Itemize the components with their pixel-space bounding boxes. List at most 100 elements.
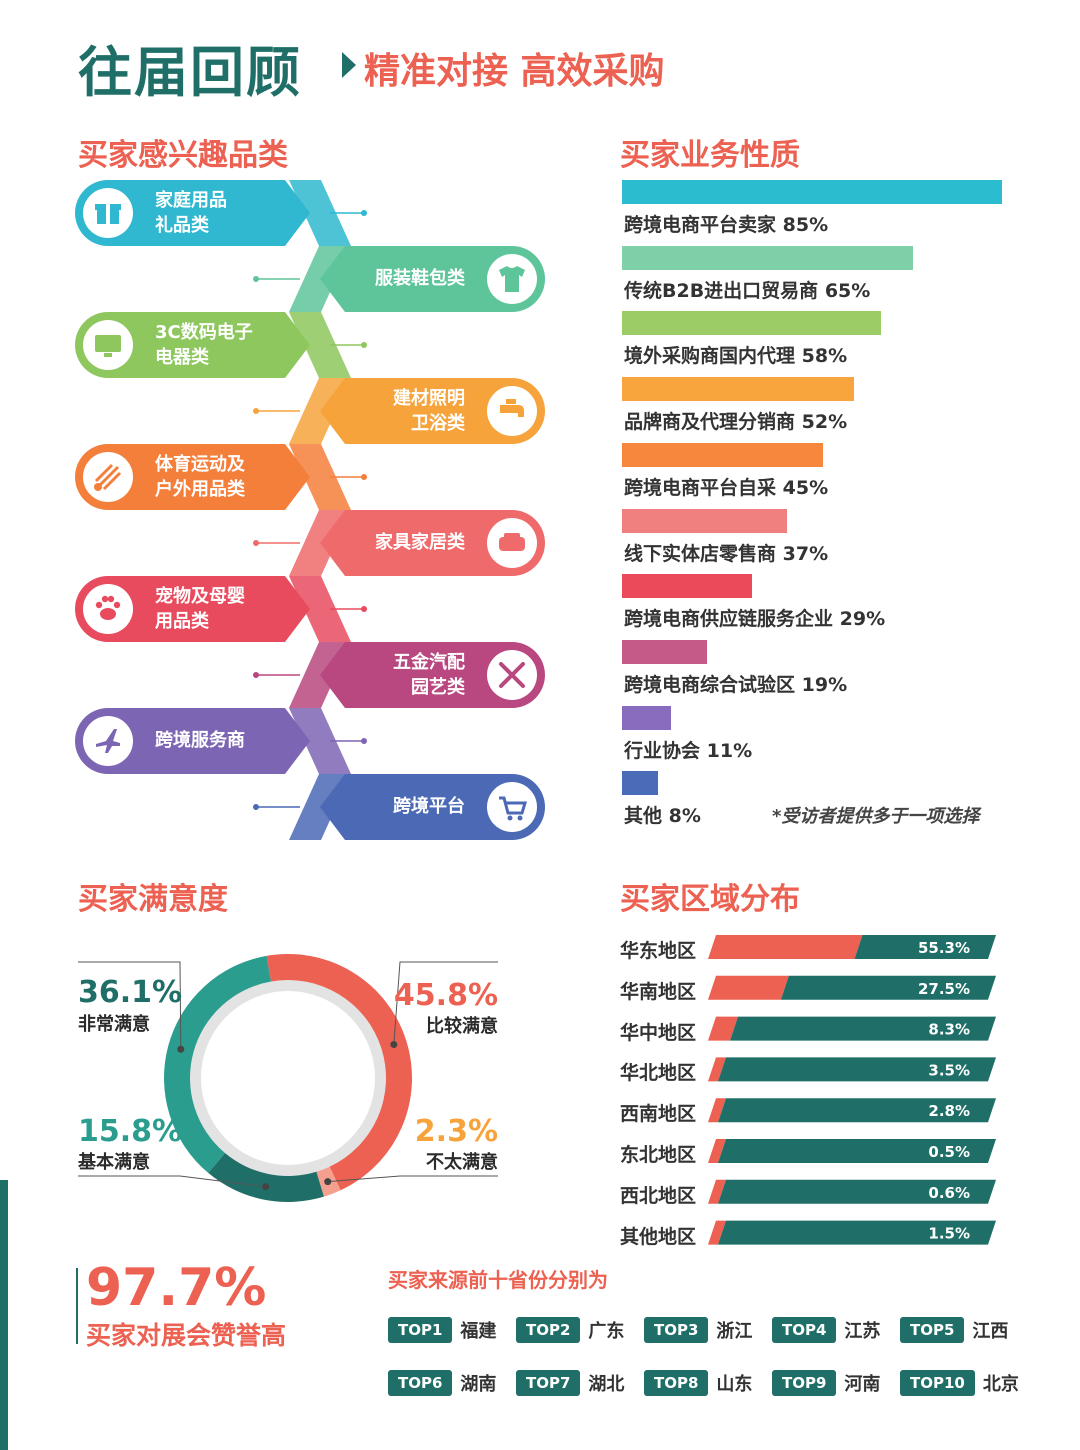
business-title: 买家业务性质 bbox=[620, 138, 800, 173]
business-value: 85% bbox=[782, 214, 829, 236]
rank-badge: TOP4 bbox=[772, 1317, 837, 1343]
top-province-item: TOP4 江苏 bbox=[772, 1316, 880, 1344]
categories-title: 买家感兴趣品类 bbox=[78, 138, 288, 173]
donut-slice bbox=[208, 1153, 324, 1202]
page-subtitle: 精准对接 高效采购 bbox=[364, 51, 665, 92]
business-bar bbox=[622, 442, 824, 467]
business-bar-label: 跨境电商平台自采 45% bbox=[624, 473, 828, 500]
category-label: 五金汽配 园艺类 bbox=[393, 652, 465, 698]
region-label: 其他地区 bbox=[620, 1225, 697, 1248]
business-category: 传统B2B进出口贸易商 bbox=[624, 279, 819, 302]
business-bar-label: 传统B2B进出口贸易商 65% bbox=[624, 276, 870, 303]
province-name: 福建 bbox=[460, 1321, 497, 1342]
business-value: 58% bbox=[801, 345, 848, 368]
province-name: 广东 bbox=[588, 1321, 625, 1342]
category-item bbox=[253, 378, 545, 444]
business-bar-label: 境外采购商国内代理 58% bbox=[624, 341, 847, 368]
business-bar-label: 品牌商及代理分销商 52% bbox=[624, 407, 847, 434]
rank-badge: TOP1 bbox=[388, 1317, 453, 1343]
satisfaction-label: 比较满意 bbox=[426, 1016, 498, 1037]
region-label: 西南地区 bbox=[620, 1103, 697, 1126]
business-bar bbox=[622, 639, 707, 664]
category-label: 家庭用品 礼品类 bbox=[155, 190, 227, 236]
airplane-icon bbox=[96, 729, 120, 753]
region-bar-remainder bbox=[854, 935, 996, 959]
left-edge-accent bbox=[0, 1180, 8, 1450]
tools-icon bbox=[499, 662, 525, 688]
satisfaction-label: 基本满意 bbox=[78, 1152, 150, 1173]
gift-icon bbox=[95, 204, 121, 224]
region-bar-chart: 55.3% 27.5% 8.3% 3.5% 2.8% 0.5% 0.6% 1.5% bbox=[708, 935, 996, 1245]
business-bar bbox=[622, 705, 672, 730]
region-value: 1.5% bbox=[928, 1225, 970, 1243]
rank-badge: TOP9 bbox=[772, 1370, 837, 1396]
rank-badge: TOP8 bbox=[644, 1370, 709, 1396]
region-bar-share bbox=[708, 1220, 726, 1245]
satisfaction-percent: 45.8% bbox=[393, 978, 498, 1013]
region-value: 3.5% bbox=[928, 1061, 970, 1079]
region-value: 2.8% bbox=[928, 1102, 970, 1120]
subtitle-arrow-icon bbox=[342, 52, 356, 78]
region-label: 华中地区 bbox=[620, 1021, 697, 1044]
province-name: 北京 bbox=[982, 1374, 1019, 1395]
category-item bbox=[253, 774, 545, 840]
region-bar-share bbox=[708, 1057, 726, 1082]
rank-badge: TOP6 bbox=[388, 1370, 453, 1396]
business-category: 境外采购商国内代理 bbox=[624, 345, 796, 368]
province-name: 江西 bbox=[972, 1321, 1009, 1342]
region-value: 0.6% bbox=[928, 1184, 970, 1202]
category-label: 跨境平台 bbox=[393, 796, 465, 817]
region-bar-remainder bbox=[718, 1179, 996, 1204]
region-bar-share bbox=[708, 1098, 726, 1123]
rank-badge: TOP5 bbox=[900, 1317, 965, 1343]
business-category: 其他 bbox=[624, 805, 663, 828]
category-item bbox=[253, 246, 545, 312]
leader-line bbox=[78, 961, 182, 1050]
satisfaction-label: 不太满意 bbox=[426, 1152, 498, 1173]
region-label: 西北地区 bbox=[620, 1184, 697, 1207]
business-value: 37% bbox=[782, 542, 829, 565]
donut-slice bbox=[164, 955, 271, 1173]
business-value: 65% bbox=[824, 279, 871, 302]
business-bar bbox=[622, 311, 882, 336]
business-bar bbox=[622, 574, 752, 599]
cart-icon bbox=[499, 796, 528, 821]
top-provinces-heading: 买家来源前十省份分别为 bbox=[388, 1268, 608, 1292]
business-bar-label: 其他 8% bbox=[624, 801, 701, 828]
region-title: 买家区域分布 bbox=[620, 882, 800, 917]
leader-dot bbox=[324, 1178, 332, 1186]
rank-badge: TOP2 bbox=[516, 1317, 581, 1343]
business-bar-label: 线下实体店零售商 37% bbox=[624, 539, 828, 566]
province-name: 湖北 bbox=[588, 1374, 625, 1395]
category-item bbox=[253, 642, 545, 708]
satisfaction-percent: 36.1% bbox=[78, 975, 183, 1010]
region-bar-remainder bbox=[780, 975, 996, 1000]
leader-line bbox=[327, 1175, 498, 1183]
satisfaction-label: 非常满意 bbox=[78, 1014, 150, 1035]
category-item bbox=[75, 708, 367, 774]
shuttlecock-icon bbox=[94, 463, 122, 491]
category-item bbox=[253, 510, 545, 576]
region-bar-remainder bbox=[718, 1139, 996, 1163]
leader-dot bbox=[177, 1045, 185, 1053]
category-item bbox=[75, 312, 367, 378]
region-bar-remainder bbox=[718, 1220, 996, 1245]
faucet-icon bbox=[500, 399, 524, 417]
category-item bbox=[75, 444, 367, 510]
top-province-item: TOP8 山东 bbox=[644, 1369, 752, 1397]
region-bar-remainder bbox=[729, 1016, 996, 1041]
region-label: 东北地区 bbox=[620, 1144, 697, 1166]
region-bar-share bbox=[708, 1016, 738, 1041]
satisfaction-percent: 2.3% bbox=[414, 1114, 498, 1149]
leader-dot bbox=[390, 1041, 398, 1049]
top-province-item: TOP1 福建 bbox=[388, 1316, 496, 1344]
province-name: 江苏 bbox=[844, 1321, 881, 1342]
praise-divider bbox=[76, 1268, 78, 1344]
region-label: 华东地区 bbox=[620, 940, 697, 962]
business-value: 52% bbox=[801, 411, 848, 434]
donut-slice bbox=[266, 954, 412, 1191]
praise-text: 买家对展会赞誉高 bbox=[86, 1321, 287, 1350]
business-category: 行业协会 bbox=[624, 739, 701, 762]
region-value: 0.5% bbox=[928, 1143, 970, 1161]
category-label: 家具家居类 bbox=[375, 532, 465, 553]
